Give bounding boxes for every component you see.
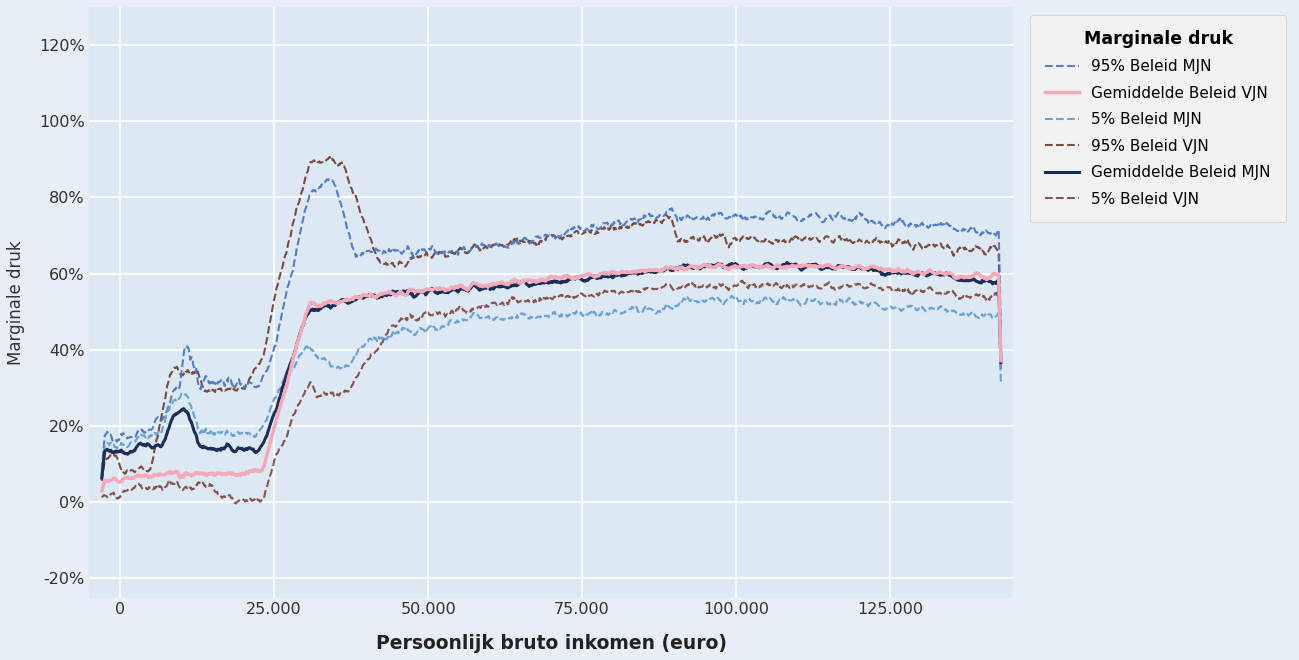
Gemiddelde Beleid VJN xyxy=(213,470,229,478)
Gemiddelde Beleid MJN xyxy=(397,287,413,295)
5% Beleid VJN xyxy=(247,496,262,504)
95% Beleid MJN xyxy=(397,247,413,255)
Legend: 95% Beleid MJN, Gemiddelde Beleid VJN, 5% Beleid MJN, 95% Beleid VJN, Gemiddelde: 95% Beleid MJN, Gemiddelde Beleid VJN, 5… xyxy=(1030,15,1286,222)
Line: 5% Beleid MJN: 5% Beleid MJN xyxy=(101,296,1002,475)
95% Beleid VJN xyxy=(397,263,413,271)
Line: 95% Beleid VJN: 95% Beleid VJN xyxy=(101,156,1002,481)
5% Beleid VJN xyxy=(586,292,601,300)
95% Beleid MJN xyxy=(568,225,583,233)
95% Beleid MJN xyxy=(586,220,601,228)
Gemiddelde Beleid VJN xyxy=(994,357,1009,365)
Gemiddelde Beleid MJN xyxy=(585,274,600,282)
95% Beleid VJN xyxy=(994,343,1009,350)
Gemiddelde Beleid MJN xyxy=(779,259,795,267)
95% Beleid VJN xyxy=(246,368,261,376)
Gemiddelde Beleid VJN xyxy=(485,280,500,288)
Gemiddelde Beleid MJN xyxy=(566,274,582,282)
5% Beleid VJN xyxy=(229,500,244,508)
95% Beleid MJN xyxy=(485,241,500,249)
5% Beleid MJN xyxy=(727,292,743,300)
Line: 5% Beleid VJN: 5% Beleid VJN xyxy=(101,280,1002,504)
5% Beleid VJN xyxy=(94,494,109,502)
95% Beleid VJN xyxy=(586,230,601,238)
Gemiddelde Beleid MJN xyxy=(994,358,1009,366)
5% Beleid VJN xyxy=(994,367,1009,375)
Gemiddelde Beleid MJN xyxy=(213,446,229,454)
5% Beleid VJN xyxy=(568,293,583,301)
Y-axis label: Marginale druk: Marginale druk xyxy=(6,240,25,364)
5% Beleid MJN xyxy=(994,379,1009,387)
Gemiddelde Beleid MJN xyxy=(94,474,109,482)
5% Beleid VJN xyxy=(213,492,229,500)
Gemiddelde Beleid VJN xyxy=(711,260,726,268)
5% Beleid VJN xyxy=(485,299,500,307)
5% Beleid MJN xyxy=(397,324,413,332)
5% Beleid MJN xyxy=(246,431,261,439)
95% Beleid MJN xyxy=(321,175,336,183)
5% Beleid VJN xyxy=(397,315,413,323)
95% Beleid VJN xyxy=(485,241,500,249)
Gemiddelde Beleid MJN xyxy=(246,445,261,453)
5% Beleid VJN xyxy=(734,277,750,284)
Gemiddelde Beleid VJN xyxy=(94,487,109,495)
5% Beleid MJN xyxy=(94,471,109,478)
Line: Gemiddelde Beleid MJN: Gemiddelde Beleid MJN xyxy=(101,263,1002,478)
Gemiddelde Beleid VJN xyxy=(397,291,413,299)
Gemiddelde Beleid VJN xyxy=(566,275,582,283)
Line: 95% Beleid MJN: 95% Beleid MJN xyxy=(101,179,1002,470)
95% Beleid MJN xyxy=(994,326,1009,334)
95% Beleid MJN xyxy=(94,466,109,474)
95% Beleid MJN xyxy=(213,376,229,384)
95% Beleid MJN xyxy=(246,379,261,387)
Line: Gemiddelde Beleid VJN: Gemiddelde Beleid VJN xyxy=(101,264,1002,491)
5% Beleid MJN xyxy=(566,310,582,317)
5% Beleid MJN xyxy=(213,429,229,437)
95% Beleid VJN xyxy=(94,477,109,485)
Gemiddelde Beleid MJN xyxy=(485,284,500,292)
95% Beleid VJN xyxy=(322,152,338,160)
Gemiddelde Beleid VJN xyxy=(246,467,261,475)
5% Beleid MJN xyxy=(585,310,600,317)
95% Beleid VJN xyxy=(568,228,583,236)
95% Beleid VJN xyxy=(213,384,229,392)
Gemiddelde Beleid VJN xyxy=(585,272,600,280)
5% Beleid MJN xyxy=(485,315,500,323)
X-axis label: Persoonlijk bruto inkomen (euro): Persoonlijk bruto inkomen (euro) xyxy=(375,634,727,653)
